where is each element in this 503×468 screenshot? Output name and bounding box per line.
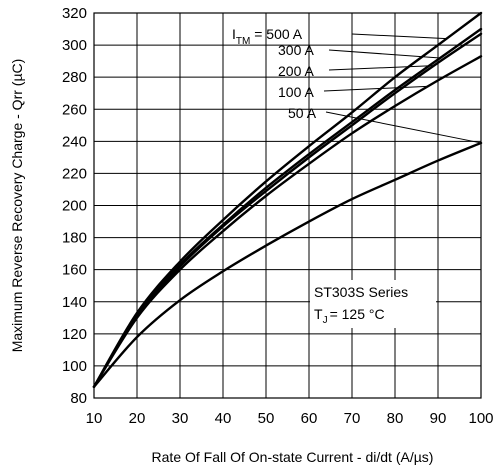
series-layer <box>92 11 483 388</box>
x-tick-label: 30 <box>172 410 189 427</box>
x-tick-label: 70 <box>344 410 361 427</box>
series-line-50a <box>92 141 483 388</box>
y-tick-label: 120 <box>62 326 87 343</box>
y-tick-label: 80 <box>70 390 87 407</box>
x-tick-label: 100 <box>468 410 493 427</box>
y-tick-label: 160 <box>62 262 87 279</box>
y-tick-label: 100 <box>62 358 87 375</box>
y-tick-label: 300 <box>62 37 87 54</box>
legend-label: 100 A <box>278 84 314 100</box>
x-tick-labels: 10 20 30 40 50 60 70 80 90 100 <box>86 410 494 427</box>
y-tick-label: 320 <box>62 5 87 22</box>
series-line-500a <box>92 11 483 388</box>
y-tick-labels: 80 100 120 140 160 180 200 220 240 260 280 300 320 <box>62 5 87 407</box>
legend-leader-line <box>351 33 447 40</box>
y-axis-title: Maximum Reverse Recovery Charge - Qrr (µ… <box>9 59 25 353</box>
legend-label: ITM = 500 A <box>232 26 303 47</box>
series-line-200a <box>92 32 483 388</box>
x-tick-label: 10 <box>86 410 103 427</box>
x-axis-title: Rate Of Fall Of On-state Current - di/dt… <box>152 449 434 465</box>
legend-label: 200 A <box>278 63 314 79</box>
legend-label: 300 A <box>278 42 314 58</box>
y-tick-label: 200 <box>62 198 87 215</box>
legend-leader-line <box>328 49 441 59</box>
x-tick-label: 80 <box>387 410 404 427</box>
annotation-background <box>310 280 436 328</box>
y-tick-label: 280 <box>62 69 87 86</box>
legend-leader-line <box>325 111 482 144</box>
x-tick-label: 60 <box>301 410 318 427</box>
x-tick-label: 20 <box>129 410 146 427</box>
legend-leaders <box>323 33 482 144</box>
series-line-300a <box>92 27 483 388</box>
y-tick-label: 140 <box>62 294 87 311</box>
y-tick-label: 180 <box>62 230 87 247</box>
legend-leader-line <box>323 85 428 92</box>
plot-frame <box>93 12 482 399</box>
legend-leader-line <box>328 65 434 71</box>
series-line-100a <box>92 55 483 388</box>
annotation-series: ST303S Series <box>314 284 408 300</box>
x-tick-label: 40 <box>215 410 232 427</box>
legend-label: 50 A <box>288 105 317 121</box>
y-tick-label: 220 <box>62 165 87 182</box>
y-tick-label: 240 <box>62 133 87 150</box>
annotation-temperature: TJ = 125 °C <box>314 306 385 326</box>
y-tick-label: 260 <box>62 101 87 118</box>
x-tick-label: 90 <box>430 410 447 427</box>
x-tick-label: 50 <box>258 410 275 427</box>
